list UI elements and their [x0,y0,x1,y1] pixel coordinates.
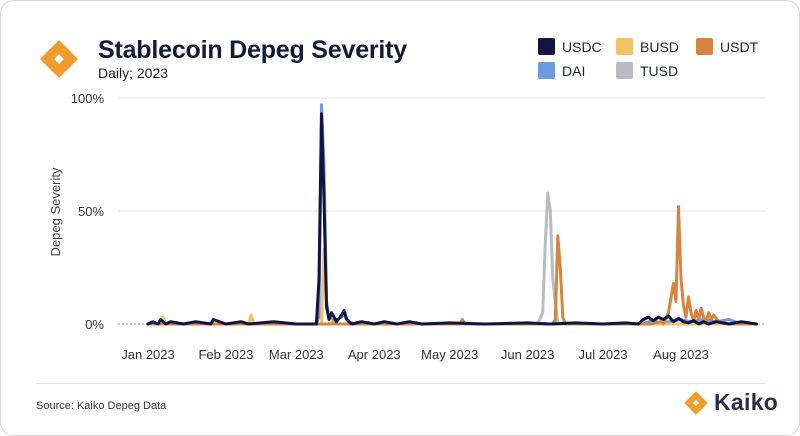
kaiko-brand-icon [684,390,708,415]
y-tick-label: 100% [71,91,105,106]
legend-swatch-usdt [696,38,713,55]
x-axis-ticks: Jan 2023 Feb 2023 Mar 2023 Apr 2023 May 2023… [121,347,709,362]
chart-title: Stablecoin Depeg Severity [98,36,408,64]
chart-subtitle: Daily; 2023 [98,65,169,81]
legend-label-dai: DAI [562,62,586,79]
x-tick-label: Aug 2023 [653,347,709,362]
x-tick-label: Jan 2023 [121,347,175,362]
legend-swatch-tusd [616,62,633,79]
legend-swatch-usdc [538,38,555,55]
x-tick-label: May 2023 [421,347,478,362]
series-line-dai [146,103,758,326]
series-line-busd [146,247,758,326]
legend-label-usdc: USDC [562,38,602,55]
series-line-usdt [146,205,758,326]
legend-label-busd: BUSD [640,38,679,55]
brand: Kaiko [683,389,778,416]
legend-swatch-busd [616,38,633,55]
x-tick-label: Jun 2023 [501,347,555,362]
source-note: Source: Kaiko Depeg Data [36,400,167,412]
y-axis-label: Depeg Severity [48,167,63,256]
series-line-usdc [146,112,758,326]
kaiko-logo-icon [40,40,78,78]
series-line-tusd [146,191,758,326]
legend-swatch-dai [538,62,555,79]
legend-label-tusd: TUSD [640,62,679,79]
x-tick-label: Mar 2023 [269,347,324,362]
legend: USDC BUSD USDT DAI TUSD [538,38,788,84]
y-tick-label: 50% [78,204,104,219]
footer-divider [36,383,766,384]
legend-item-tusd: TUSD [616,62,678,79]
legend-label-usdt: USDT [720,38,759,55]
x-tick-label: Jul 2023 [578,347,627,362]
x-tick-label: Feb 2023 [198,347,253,362]
y-axis-ticks: 0% 50% 100% [71,91,105,332]
x-tick-label: Apr 2023 [348,347,401,362]
legend-item-usdt: USDT [696,38,758,55]
series-lines [146,103,758,326]
brand-name: Kaiko [714,389,779,415]
gridlines [118,97,766,325]
y-tick-label: 0% [85,317,104,332]
legend-item-busd: BUSD [616,38,679,55]
legend-item-usdc: USDC [538,38,602,55]
legend-item-dai: DAI [538,62,585,79]
